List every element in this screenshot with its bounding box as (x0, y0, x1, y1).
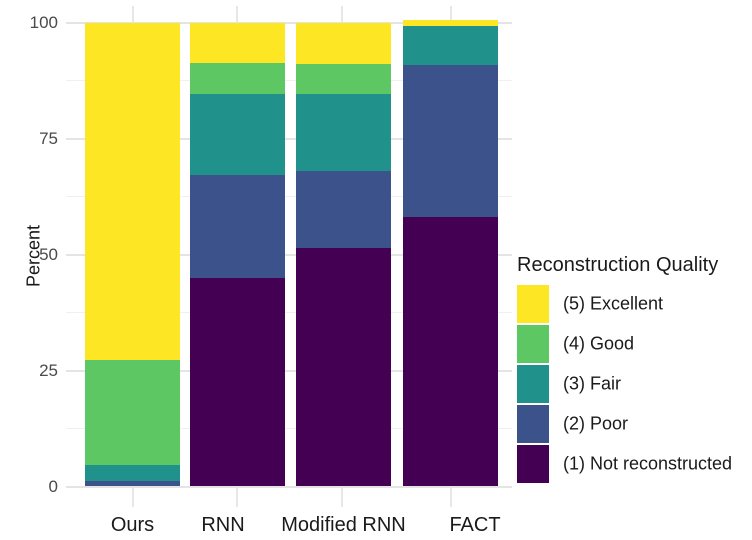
bar-segment (296, 22, 391, 64)
x-category-label: Ours (110, 514, 155, 536)
legend-item: (2) Poor (517, 405, 752, 443)
legend: Reconstruction Quality (5) Excellent (4) … (517, 254, 752, 483)
bar-segment (189, 94, 285, 175)
y-tick-label: 0 (48, 476, 58, 496)
y-tick-label: 25 (39, 360, 58, 380)
bar-segment (296, 94, 391, 172)
bar-fact (403, 19, 498, 487)
legend-item: (5) Excellent (517, 285, 752, 323)
x-category-label: FACT (449, 514, 501, 536)
gridline-major (66, 253, 512, 256)
gridline-minor (66, 428, 512, 430)
legend-item-label: (4) Good (563, 333, 635, 354)
bar-rnn (189, 22, 285, 487)
x-category-label: RNN (201, 514, 245, 536)
bar-segment (403, 65, 498, 218)
bar-segment (189, 22, 285, 64)
y-tick-label: 50 (39, 244, 58, 264)
y-tick-label: 75 (39, 128, 58, 148)
y-tick-label: 100 (29, 12, 58, 32)
legend-swatch (517, 325, 549, 363)
bar-segment (403, 25, 498, 66)
gridline-major (66, 21, 512, 24)
gridline-minor (66, 80, 512, 82)
bar-segment (85, 359, 180, 466)
bar-segment (189, 63, 285, 95)
bar-segment (85, 480, 180, 487)
bar-segment (296, 171, 391, 248)
gridline-major (66, 137, 512, 140)
legend-swatch (517, 445, 549, 483)
gridline-major (66, 369, 512, 372)
legend-item-label: (2) Poor (563, 413, 629, 434)
bar-segment (403, 217, 498, 487)
legend-item-label: (3) Fair (563, 373, 621, 394)
x-category-label: Modified RNN (281, 514, 406, 536)
bar-segment (296, 247, 391, 487)
legend-swatch (517, 285, 549, 323)
bar-segment (189, 174, 285, 279)
legend-title: Reconstruction Quality (517, 254, 719, 276)
y-axis-title: Percent (23, 224, 44, 288)
bar-segment (296, 63, 391, 95)
bar-modified-rnn (296, 22, 391, 487)
legend-item-label: (1) Not reconstructed (563, 453, 733, 474)
bar-segment (189, 278, 285, 487)
gridline-minor (66, 312, 512, 314)
bar-ours (85, 22, 180, 487)
gridline-minor (66, 196, 512, 198)
legend-item: (1) Not reconstructed (517, 445, 752, 483)
legend-swatch (517, 405, 549, 443)
bar-segment (403, 19, 498, 26)
bar-segment (85, 465, 180, 481)
legend-item: (3) Fair (517, 365, 752, 403)
legend-swatch (517, 365, 549, 403)
gridline-major (66, 485, 512, 488)
legend-item-label: (5) Excellent (563, 293, 664, 314)
legend-item: (4) Good (517, 325, 752, 363)
bar-segment (85, 22, 180, 360)
